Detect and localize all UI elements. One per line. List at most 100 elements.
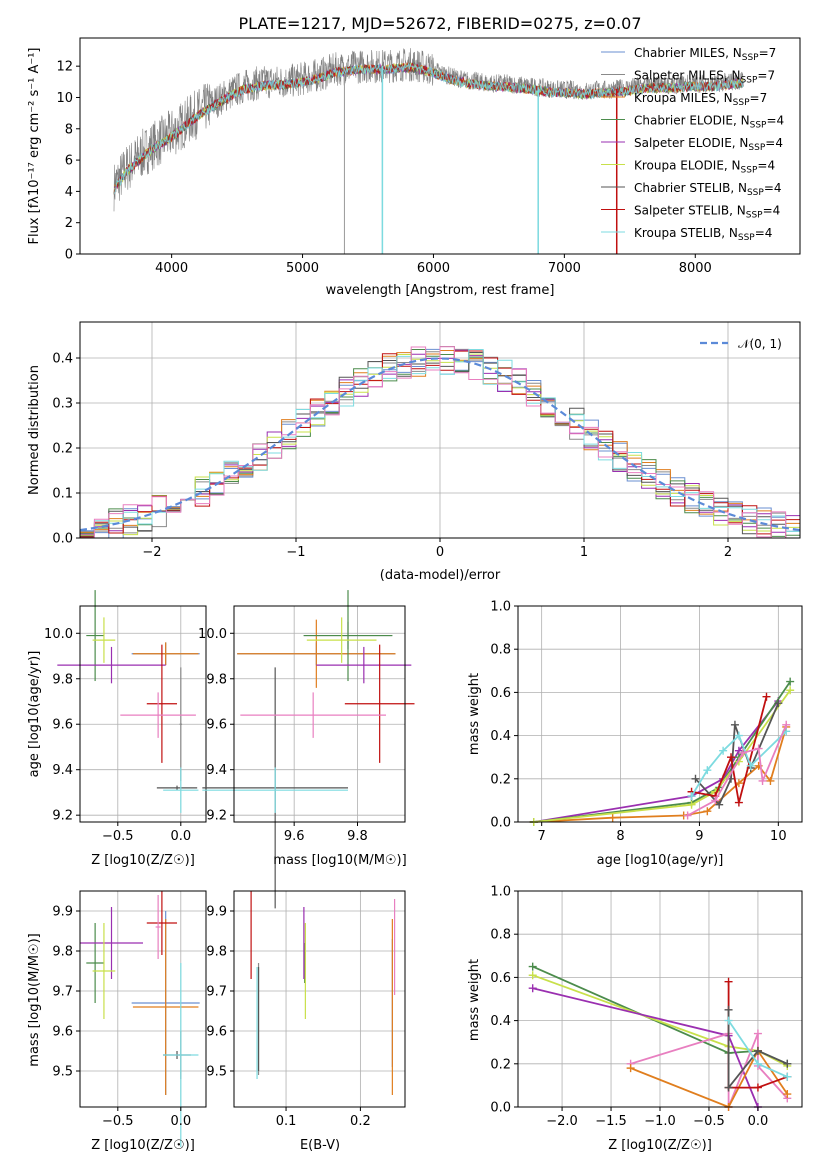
y-axis-label: Normed distribution — [27, 365, 42, 495]
x-axis-label: wavelength [Angstrom, rest frame] — [326, 283, 555, 298]
weight-marker — [758, 776, 767, 785]
plot-area — [80, 346, 800, 538]
x-tick-label: 0.0 — [748, 1114, 769, 1129]
weight-marker — [727, 753, 735, 762]
x-axis-label: E(B-V) — [300, 1138, 340, 1153]
plot-area — [113, 48, 744, 254]
weight-marker — [783, 1090, 792, 1099]
weight-line — [532, 974, 788, 1067]
y-tick-label: 0.8 — [490, 928, 511, 943]
legend-tail: =4 — [765, 136, 783, 150]
axes-frame — [79, 605, 207, 823]
y-axis-label: Flux [fλ10⁻¹⁷ erg cm⁻² s⁻¹ A⁻¹] — [27, 48, 42, 245]
x-tick-label: 4000 — [155, 261, 188, 276]
weight-marker — [608, 813, 617, 822]
weight-line — [532, 987, 759, 1108]
weight-marker — [786, 686, 795, 695]
x-tick-label: 0 — [436, 545, 444, 560]
y-tick-label: 0.0 — [490, 1101, 511, 1116]
legend-text: Salpeter MILES, N — [634, 69, 741, 83]
weight-marker — [724, 1016, 733, 1025]
x-tick-label: 1 — [580, 545, 588, 560]
weight-marker — [715, 800, 724, 809]
legend-entry: Chabrier STELIB, NSSP=4 — [634, 181, 782, 198]
x-tick-label: 0.0 — [170, 829, 191, 844]
legend-tail: =4 — [764, 181, 782, 195]
weight-marker — [724, 1005, 733, 1014]
weight-marker — [786, 677, 795, 686]
y-axis-label: age [log10(age/yr)] — [27, 651, 42, 778]
legend-entry: 𝒩(0, 1) — [738, 337, 782, 351]
axes-frame — [233, 605, 406, 823]
legend-entry: Chabrier ELODIE, NSSP=4 — [634, 114, 784, 131]
weight-line — [687, 724, 788, 817]
x-tick-label: −2 — [142, 545, 161, 560]
y-tick-label: 10 — [56, 91, 73, 106]
y-tick-label: 9.8 — [206, 945, 227, 960]
y-tick-label: 9.8 — [206, 672, 227, 687]
legend-sub: SSP — [741, 166, 758, 176]
x-tick-label: −0.5 — [102, 1114, 134, 1129]
x-axis-label: Z [log10(Z/Z☉)] — [91, 1138, 195, 1153]
legend-entry: Salpeter STELIB, NSSP=4 — [634, 204, 780, 221]
y-tick-label: 1.0 — [490, 885, 511, 900]
x-tick-label: 0.0 — [170, 1114, 191, 1129]
x-tick-label: 9.6 — [284, 829, 305, 844]
plot-area — [529, 677, 795, 826]
y-tick-label: 10.0 — [198, 627, 227, 642]
x-tick-label: 9 — [695, 829, 703, 844]
weight-marker — [782, 720, 791, 729]
errorbar-panel: 0.1 0.2 9.5 9.6 9.7 9.8 9.9 E(B-V) — [206, 890, 406, 1153]
legend-text: Chabrier STELIB, N — [634, 181, 747, 195]
y-tick-label: 0.0 — [52, 532, 73, 547]
plot-area — [250, 891, 396, 1095]
x-tick-label: 7 — [538, 829, 546, 844]
chart-title: PLATE=1217, MJD=52672, FIBERID=0275, z=0… — [238, 14, 641, 33]
legend-entry: Salpeter ELODIE, NSSP=4 — [634, 136, 783, 153]
y-tick-label: 9.4 — [52, 763, 73, 778]
x-axis-label: Z [log10(Z/Z☉)] — [91, 853, 195, 868]
x-axis-label: Z [log10(Z/Z☉)] — [608, 1138, 712, 1153]
weight-line — [727, 1009, 788, 1091]
y-tick-label: 0.1 — [52, 487, 73, 502]
weight-marker — [734, 731, 743, 740]
weight-marker — [724, 977, 733, 986]
x-tick-label: −1.0 — [644, 1114, 676, 1129]
x-tick-label: 6000 — [417, 261, 450, 276]
mass-weight-panel: −2.0 −1.5 −1.0 −0.5 0.0 0.0 0.2 0.4 0.6 0.8 1.0 Z [… — [467, 885, 803, 1153]
weight-marker — [687, 792, 696, 801]
y-tick-label: 8 — [65, 122, 73, 137]
y-tick-label: 9.5 — [206, 1065, 227, 1080]
weight-marker — [774, 699, 783, 708]
legend-entry: Salpeter MILES, NSSP=7 — [634, 69, 775, 86]
y-tick-label: 9.6 — [52, 1025, 73, 1040]
weight-line — [690, 730, 787, 797]
y-tick-label: 9.6 — [52, 718, 73, 733]
weight-marker — [730, 720, 739, 729]
y-tick-label: 0.3 — [52, 397, 73, 412]
y-tick-label: 0.2 — [490, 772, 511, 787]
legend-text: Salpeter STELIB, N — [634, 204, 746, 218]
weight-marker — [762, 692, 771, 701]
weight-marker — [753, 1059, 762, 1068]
weight-marker — [528, 962, 537, 971]
weight-marker — [738, 748, 747, 757]
legend-text: Kroupa MILES, N — [634, 91, 733, 105]
y-tick-label: 2 — [65, 216, 73, 231]
weight-marker — [766, 776, 775, 785]
y-tick-label: 0.4 — [490, 1014, 511, 1029]
plot-area — [202, 590, 415, 909]
errorbar-panel: 9.6 9.8 9.2 9.4 9.6 9.8 10.0 mass [log10(M/M☉)] — [198, 590, 415, 909]
legend-tail: =4 — [757, 159, 775, 173]
x-tick-label: 5000 — [286, 261, 319, 276]
weight-marker — [528, 984, 537, 993]
legend-text: Salpeter ELODIE, N — [634, 136, 748, 150]
y-tick-label: 12 — [56, 60, 73, 75]
weight-marker — [703, 766, 712, 775]
weight-line — [630, 1049, 789, 1109]
x-tick-label: 2 — [724, 545, 732, 560]
legend-tail: =7 — [757, 69, 775, 83]
x-tick-label: 10 — [770, 829, 787, 844]
legend-tail: =7 — [759, 46, 777, 60]
weight-marker — [783, 1059, 792, 1068]
